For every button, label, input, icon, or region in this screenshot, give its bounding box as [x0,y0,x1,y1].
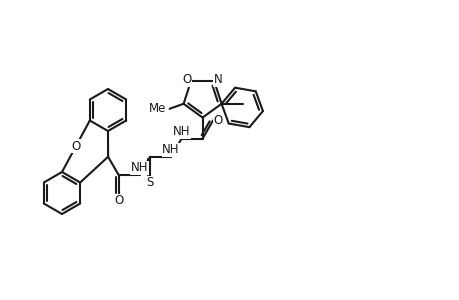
Text: O: O [71,140,80,153]
Text: O: O [114,194,123,207]
Text: NH: NH [173,125,190,138]
Text: Me: Me [149,102,166,115]
Text: NH: NH [162,143,179,156]
Text: S: S [146,176,153,189]
Text: NH: NH [130,161,148,174]
Text: O: O [182,73,191,86]
Text: O: O [213,114,222,127]
Text: N: N [213,73,222,86]
